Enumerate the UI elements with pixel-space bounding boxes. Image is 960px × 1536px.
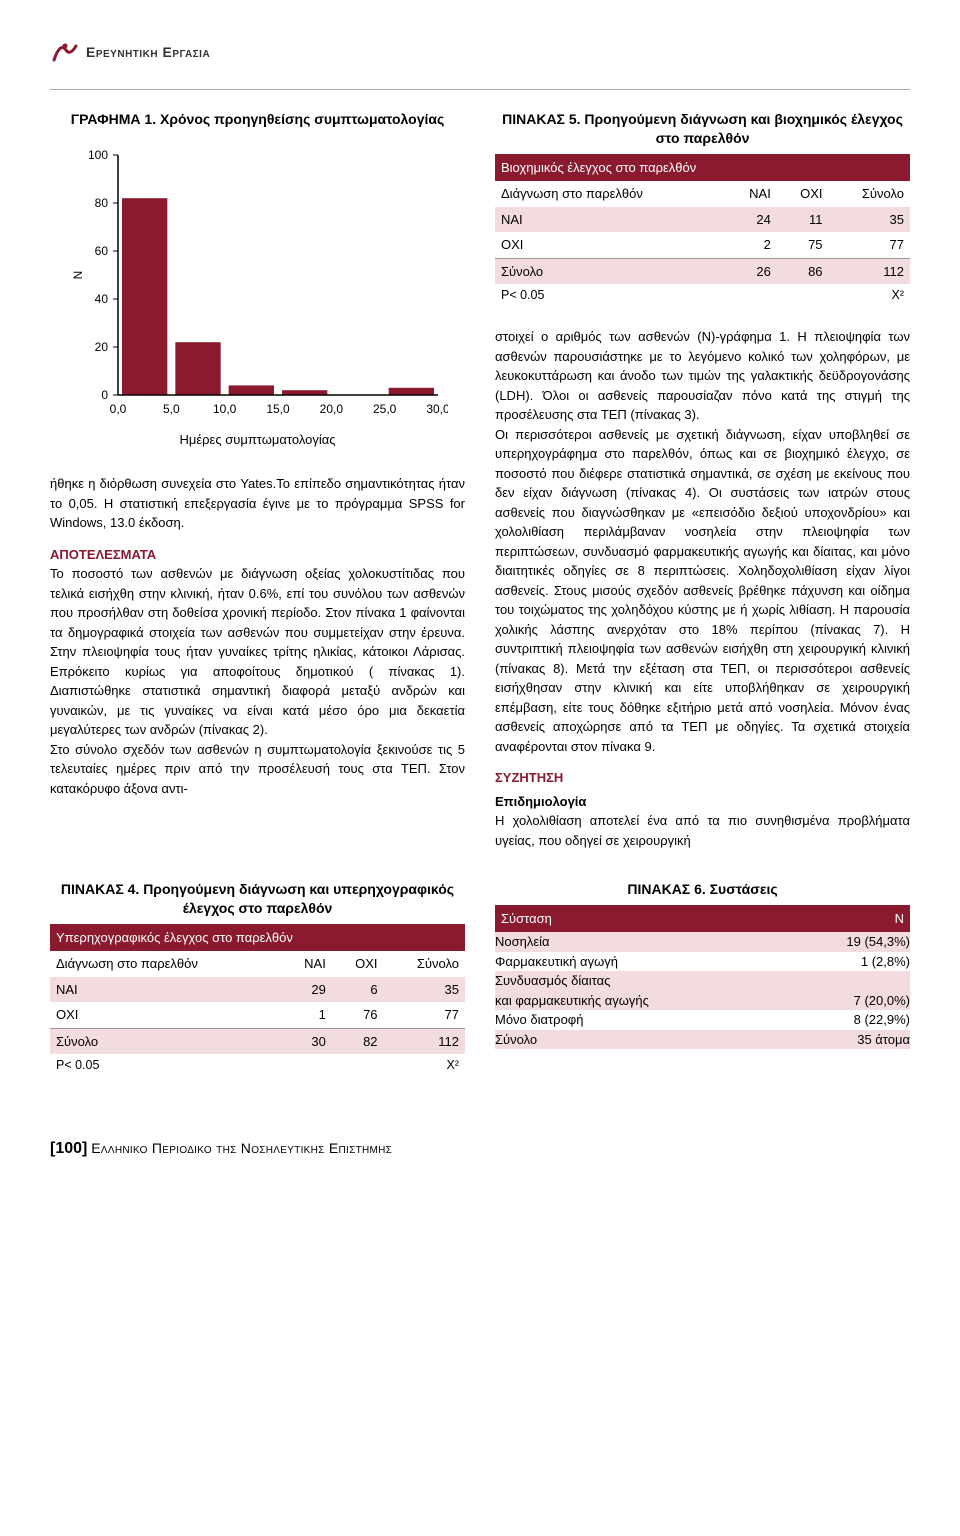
right-p1: στοιχεί ο αριθμός των ασθενών (Ν)-γράφημ… bbox=[495, 327, 910, 425]
table6-header: Σύσταση Ν bbox=[495, 905, 910, 933]
chart-svg: 0 20 40 60 80 100 N 0,0 5,0 10,0 15,0 20,0 25,0 30,0 bbox=[68, 145, 448, 425]
table-row: Σύνολο35 άτομα bbox=[495, 1030, 910, 1050]
table6-table: Σύσταση Ν Νοσηλεία19 (54,3%)Φαρμακευτική… bbox=[495, 905, 910, 1050]
left-p1: ήθηκε η διόρθωση συνεχεία στο Yates.Το ε… bbox=[50, 474, 465, 533]
section-label: Ερευνητικη Εργασια bbox=[86, 42, 210, 63]
left-p3: Στο σύνολο σχεδόν των ασθενών η συμπτωμα… bbox=[50, 740, 465, 799]
left-text: ήθηκε η διόρθωση συνεχεία στο Yates.Το ε… bbox=[50, 474, 465, 798]
svg-text:N: N bbox=[71, 270, 85, 279]
svg-text:25,0: 25,0 bbox=[372, 402, 396, 416]
table4-table: Υπερηχογραφικός έλεγχος στο παρελθόν Διά… bbox=[50, 924, 465, 1055]
table-row: ΝΑΙ 24 11 35 bbox=[495, 207, 910, 233]
svg-text:40: 40 bbox=[94, 292, 108, 306]
table5-sum: Σύνολο 26 86 112 bbox=[495, 258, 910, 284]
svg-text:0,0: 0,0 bbox=[109, 402, 126, 416]
table4-pnote: P< 0.05 X² bbox=[50, 1054, 465, 1077]
table4-header: Υπερηχογραφικός έλεγχος στο παρελθόν bbox=[50, 924, 465, 952]
table-row: Νοσηλεία19 (54,3%) bbox=[495, 932, 910, 952]
right-p2: Οι περισσότεροι ασθενείς με σχετική διάγ… bbox=[495, 425, 910, 757]
right-column: ΠΙΝΑΚΑΣ 5. Προηγούμενη διάγνωση και βιοχ… bbox=[495, 110, 910, 850]
table-row: Συνδυασμός δίαιτας bbox=[495, 971, 910, 991]
footer: [100] Ελληνικο Περιοδικο της Νοσηλευτικη… bbox=[50, 1137, 910, 1161]
svg-text:30,0: 30,0 bbox=[426, 402, 448, 416]
chart-title: ΓΡΑΦΗΜΑ 1. Χρόνος προηγηθείσης συμπτωματ… bbox=[50, 110, 465, 130]
table4-title: ΠΙΝΑΚΑΣ 4. Προηγούμενη διάγνωση και υπερ… bbox=[50, 880, 465, 918]
table-row: ΟΧΙ 1 76 77 bbox=[50, 1002, 465, 1028]
svg-text:10,0: 10,0 bbox=[212, 402, 236, 416]
table-5: ΠΙΝΑΚΑΣ 5. Προηγούμενη διάγνωση και βιοχ… bbox=[495, 110, 910, 307]
logo-icon bbox=[50, 40, 78, 64]
chart-xlabel: Ημέρες συμπτωματολογίας bbox=[50, 430, 465, 450]
svg-text:20,0: 20,0 bbox=[319, 402, 343, 416]
table4-cols: Διάγνωση στο παρελθόν ΝΑΙ ΟΧΙ Σύνολο bbox=[50, 951, 465, 977]
table-6: ΠΙΝΑΚΑΣ 6. Συστάσεις Σύσταση Ν Νοσηλεία1… bbox=[495, 880, 910, 1077]
table4-sum: Σύνολο 30 82 112 bbox=[50, 1028, 465, 1054]
results-heading: ΑΠΟΤΕΛΕΣΜΑΤΑ bbox=[50, 545, 465, 565]
table-row: και φαρμακευτικής αγωγής7 (20,0%) bbox=[495, 991, 910, 1011]
table-row: Φαρμακευτική αγωγή1 (2,8%) bbox=[495, 952, 910, 972]
right-p3: Η χολολιθίαση αποτελεί ένα από τα πιο συ… bbox=[495, 811, 910, 850]
svg-text:0: 0 bbox=[101, 388, 108, 402]
left-column: ΓΡΑΦΗΜΑ 1. Χρόνος προηγηθείσης συμπτωματ… bbox=[50, 110, 465, 850]
table5-pnote: P< 0.05 X² bbox=[495, 284, 910, 307]
table5-header: Βιοχημικός έλεγχος στο παρελθόν bbox=[495, 154, 910, 182]
table-4: ΠΙΝΑΚΑΣ 4. Προηγούμενη διάγνωση και υπερ… bbox=[50, 880, 465, 1077]
svg-text:5,0: 5,0 bbox=[162, 402, 179, 416]
page-number: [100] bbox=[50, 1140, 87, 1157]
table5-cols: Διάγνωση στο παρελθόν ΝΑΙ ΟΧΙ Σύνολο bbox=[495, 181, 910, 207]
table5-table: Βιοχημικός έλεγχος στο παρελθόν Διάγνωση… bbox=[495, 154, 910, 285]
header-row: Ερευνητικη Εργασια bbox=[50, 40, 910, 64]
table-row: ΝΑΙ 29 6 35 bbox=[50, 977, 465, 1003]
svg-text:60: 60 bbox=[94, 244, 108, 258]
journal-name: Ελληνικο Περιοδικο της Νοσηλευτικης Επισ… bbox=[91, 1140, 392, 1156]
right-text: στοιχεί ο αριθμός των ασθενών (Ν)-γράφημ… bbox=[495, 327, 910, 850]
chart-1: ΓΡΑΦΗΜΑ 1. Χρόνος προηγηθείσης συμπτωματ… bbox=[50, 110, 465, 449]
table-row: ΟΧΙ 2 75 77 bbox=[495, 232, 910, 258]
svg-text:15,0: 15,0 bbox=[266, 402, 290, 416]
header-divider bbox=[50, 89, 910, 90]
svg-text:100: 100 bbox=[87, 148, 107, 162]
epi-heading: Επιδημιολογία bbox=[495, 792, 910, 812]
svg-text:20: 20 bbox=[94, 340, 108, 354]
left-p2: Το ποσοστό των ασθενών με διάγνωση οξεία… bbox=[50, 564, 465, 740]
table6-title: ΠΙΝΑΚΑΣ 6. Συστάσεις bbox=[495, 880, 910, 899]
table-row: Μόνο διατροφή8 (22,9%) bbox=[495, 1010, 910, 1030]
discussion-heading: ΣΥΖΗΤΗΣΗ bbox=[495, 768, 910, 788]
table5-title: ΠΙΝΑΚΑΣ 5. Προηγούμενη διάγνωση και βιοχ… bbox=[495, 110, 910, 148]
svg-text:80: 80 bbox=[94, 196, 108, 210]
